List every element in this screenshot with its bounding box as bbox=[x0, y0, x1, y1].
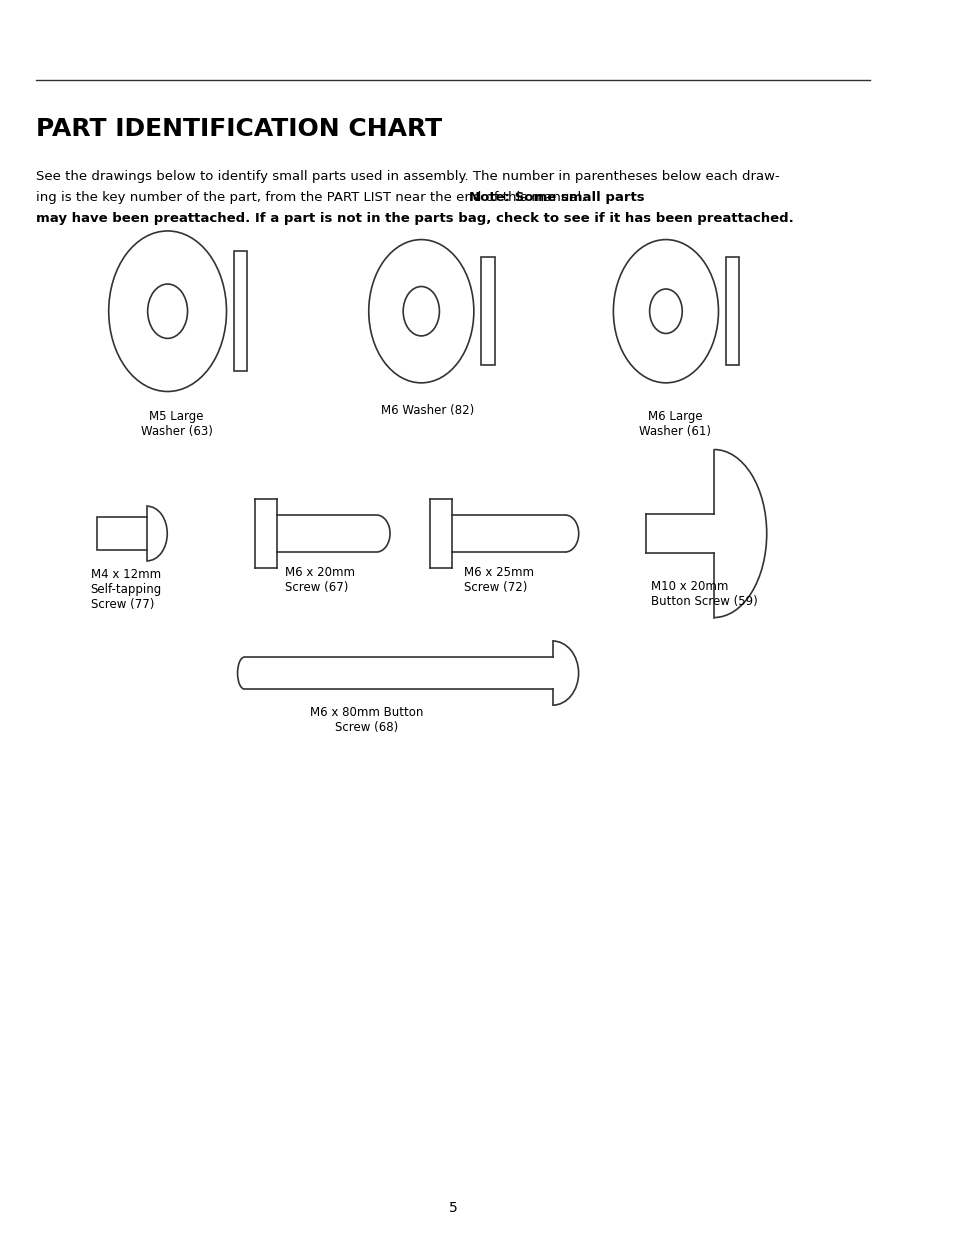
Text: 5: 5 bbox=[448, 1200, 456, 1215]
Text: M5 Large
Washer (63): M5 Large Washer (63) bbox=[141, 410, 213, 438]
Text: M10 x 20mm
Button Screw (59): M10 x 20mm Button Screw (59) bbox=[650, 580, 757, 609]
Text: M6 x 25mm
Screw (72): M6 x 25mm Screw (72) bbox=[463, 566, 534, 594]
Text: M6 x 80mm Button
Screw (68): M6 x 80mm Button Screw (68) bbox=[310, 706, 423, 735]
Text: Note: Some small parts: Note: Some small parts bbox=[468, 191, 643, 205]
Text: M6 Large
Washer (61): M6 Large Washer (61) bbox=[639, 410, 710, 438]
Text: M4 x 12mm
Self-tapping
Screw (77): M4 x 12mm Self-tapping Screw (77) bbox=[91, 568, 162, 611]
Text: PART IDENTIFICATION CHART: PART IDENTIFICATION CHART bbox=[36, 117, 442, 141]
Text: may have been preattached. If a part is not in the parts bag, check to see if it: may have been preattached. If a part is … bbox=[36, 212, 793, 226]
Bar bbox=[97, 517, 147, 550]
Bar bbox=[725, 258, 739, 366]
Text: ing is the key number of the part, from the PART LIST near the end of this manua: ing is the key number of the part, from … bbox=[36, 191, 589, 205]
Text: M6 Washer (82): M6 Washer (82) bbox=[380, 404, 474, 417]
Bar bbox=[233, 251, 247, 372]
Text: See the drawings below to identify small parts used in assembly. The number in p: See the drawings below to identify small… bbox=[36, 170, 780, 184]
Text: M6 x 20mm
Screw (67): M6 x 20mm Screw (67) bbox=[285, 566, 355, 594]
Bar bbox=[480, 258, 495, 366]
